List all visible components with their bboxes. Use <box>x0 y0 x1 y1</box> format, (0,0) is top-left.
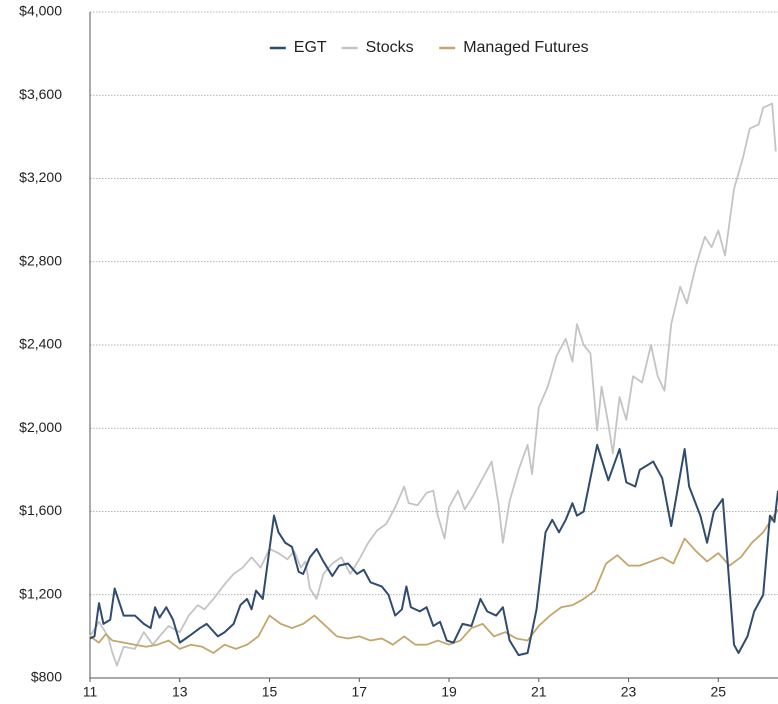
y-tick-label: $4,000 <box>19 3 62 19</box>
legend-label: EGT <box>294 39 327 56</box>
x-tick-label: 25 <box>711 684 727 700</box>
legend: EGT Stocks Managed Futures <box>269 39 589 56</box>
legend-label: Managed Futures <box>463 39 588 56</box>
series-line <box>89 508 778 654</box>
x-tick-label: 11 <box>83 684 98 700</box>
y-tick-label: $1,600 <box>19 502 62 518</box>
x-tick-label: 23 <box>621 684 637 700</box>
legend-label: Stocks <box>366 39 414 56</box>
y-tick-label: $2,000 <box>19 419 62 435</box>
x-tick-label: 19 <box>441 684 457 700</box>
y-tick-label: $800 <box>31 669 62 685</box>
y-tick-label: $3,200 <box>19 169 62 185</box>
y-tick-label: $3,600 <box>19 86 62 102</box>
x-tick-label: 21 <box>531 684 547 700</box>
x-tick-label: 17 <box>351 684 367 700</box>
x-tick-label: 13 <box>172 684 188 700</box>
y-tick-label: $2,800 <box>19 252 62 268</box>
y-tick-label: $1,200 <box>19 585 62 601</box>
series-line <box>89 102 777 667</box>
x-tick-label: 15 <box>262 684 278 700</box>
series-line <box>89 443 778 657</box>
y-tick-label: $2,400 <box>19 336 62 352</box>
